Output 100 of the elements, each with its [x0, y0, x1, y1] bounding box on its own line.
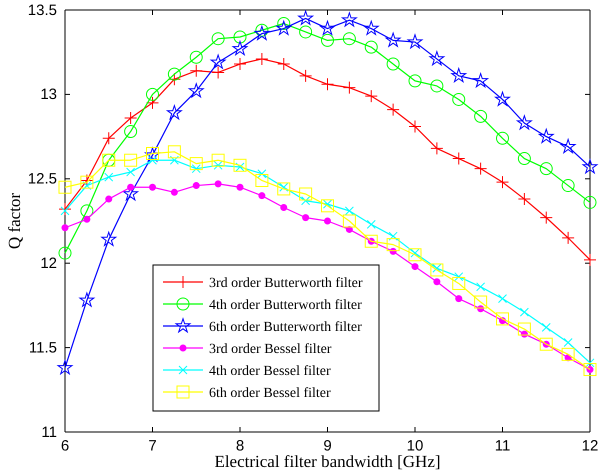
- point: [342, 214, 356, 228]
- point: [364, 20, 379, 35]
- point: [520, 308, 529, 317]
- y-tick-label: 13: [40, 86, 57, 104]
- point: [321, 199, 334, 212]
- y-tick-label: 12.5: [28, 170, 57, 188]
- point: [126, 168, 136, 177]
- point: [495, 92, 510, 106]
- point: [170, 188, 178, 196]
- point: [408, 34, 422, 48]
- point: [190, 157, 203, 170]
- x-tick-label: 7: [148, 438, 157, 455]
- point: [386, 103, 400, 116]
- point: [79, 292, 94, 307]
- point: [452, 92, 466, 106]
- point: [496, 132, 509, 145]
- point: [214, 160, 223, 170]
- point: [342, 81, 356, 94]
- point: [408, 74, 422, 88]
- point: [455, 295, 462, 302]
- point: [540, 162, 553, 176]
- point: [451, 68, 466, 82]
- point: [364, 234, 378, 248]
- point: [364, 40, 378, 54]
- point: [168, 145, 181, 158]
- point: [212, 66, 225, 79]
- point: [586, 358, 594, 368]
- point: [474, 162, 488, 176]
- point: [562, 179, 575, 192]
- point: [518, 152, 531, 166]
- point: [386, 238, 400, 252]
- point: [62, 224, 68, 232]
- point: [104, 172, 114, 182]
- point: [454, 272, 464, 282]
- y-tick-label: 11: [41, 424, 57, 441]
- point: [562, 348, 575, 361]
- point: [148, 156, 157, 165]
- point: [146, 96, 159, 110]
- point: [58, 360, 72, 374]
- point: [344, 206, 354, 216]
- point: [280, 204, 288, 211]
- point: [429, 51, 444, 66]
- point: [320, 20, 335, 35]
- point: [190, 50, 203, 64]
- point: [430, 142, 444, 155]
- point: [127, 184, 134, 191]
- point: [236, 184, 244, 191]
- x-tick-label: 9: [323, 438, 332, 455]
- point: [364, 90, 378, 103]
- point: [433, 278, 440, 286]
- point: [277, 182, 290, 196]
- point: [102, 132, 116, 145]
- point: [232, 41, 248, 56]
- point: [192, 182, 200, 190]
- point: [192, 164, 201, 174]
- legend-label: 3rd order Butterworth filter: [209, 276, 363, 291]
- point: [257, 169, 266, 178]
- legend-label: 3rd order Bessel filter: [209, 342, 332, 357]
- legend-label: 4th order Bessel filter: [209, 364, 332, 379]
- point: [124, 154, 138, 167]
- point: [366, 220, 376, 229]
- point: [299, 69, 312, 82]
- y-tick-label: 13.5: [28, 2, 57, 19]
- point: [212, 154, 225, 167]
- point: [254, 26, 270, 40]
- x-axis-title: Electrical filter bandwidth [GHz]: [214, 452, 441, 471]
- y-tick-label: 12: [40, 255, 57, 272]
- point: [538, 128, 554, 144]
- point: [168, 68, 181, 81]
- point: [540, 338, 553, 351]
- point: [388, 232, 398, 241]
- point: [474, 296, 488, 309]
- point: [212, 32, 225, 46]
- point: [258, 192, 266, 200]
- point: [342, 12, 357, 27]
- point: [452, 276, 466, 290]
- point: [149, 184, 156, 191]
- point: [58, 202, 72, 216]
- point: [430, 79, 444, 92]
- point: [412, 263, 418, 270]
- point: [301, 196, 310, 206]
- point: [80, 204, 94, 218]
- point: [584, 196, 596, 209]
- x-tick-label: 8: [236, 438, 244, 455]
- point: [408, 248, 422, 262]
- point: [474, 110, 488, 123]
- point: [276, 20, 292, 35]
- point: [234, 30, 246, 44]
- y-axis-title: Q factor: [5, 192, 24, 250]
- point: [255, 52, 268, 66]
- point: [562, 231, 575, 244]
- point: [124, 112, 138, 125]
- point: [299, 187, 312, 200]
- point: [386, 58, 400, 71]
- point: [170, 156, 179, 165]
- point: [188, 83, 204, 98]
- legend-label: 6th order Butterworth filter: [209, 320, 362, 335]
- point: [105, 196, 112, 203]
- point: [582, 159, 598, 174]
- point: [83, 216, 90, 223]
